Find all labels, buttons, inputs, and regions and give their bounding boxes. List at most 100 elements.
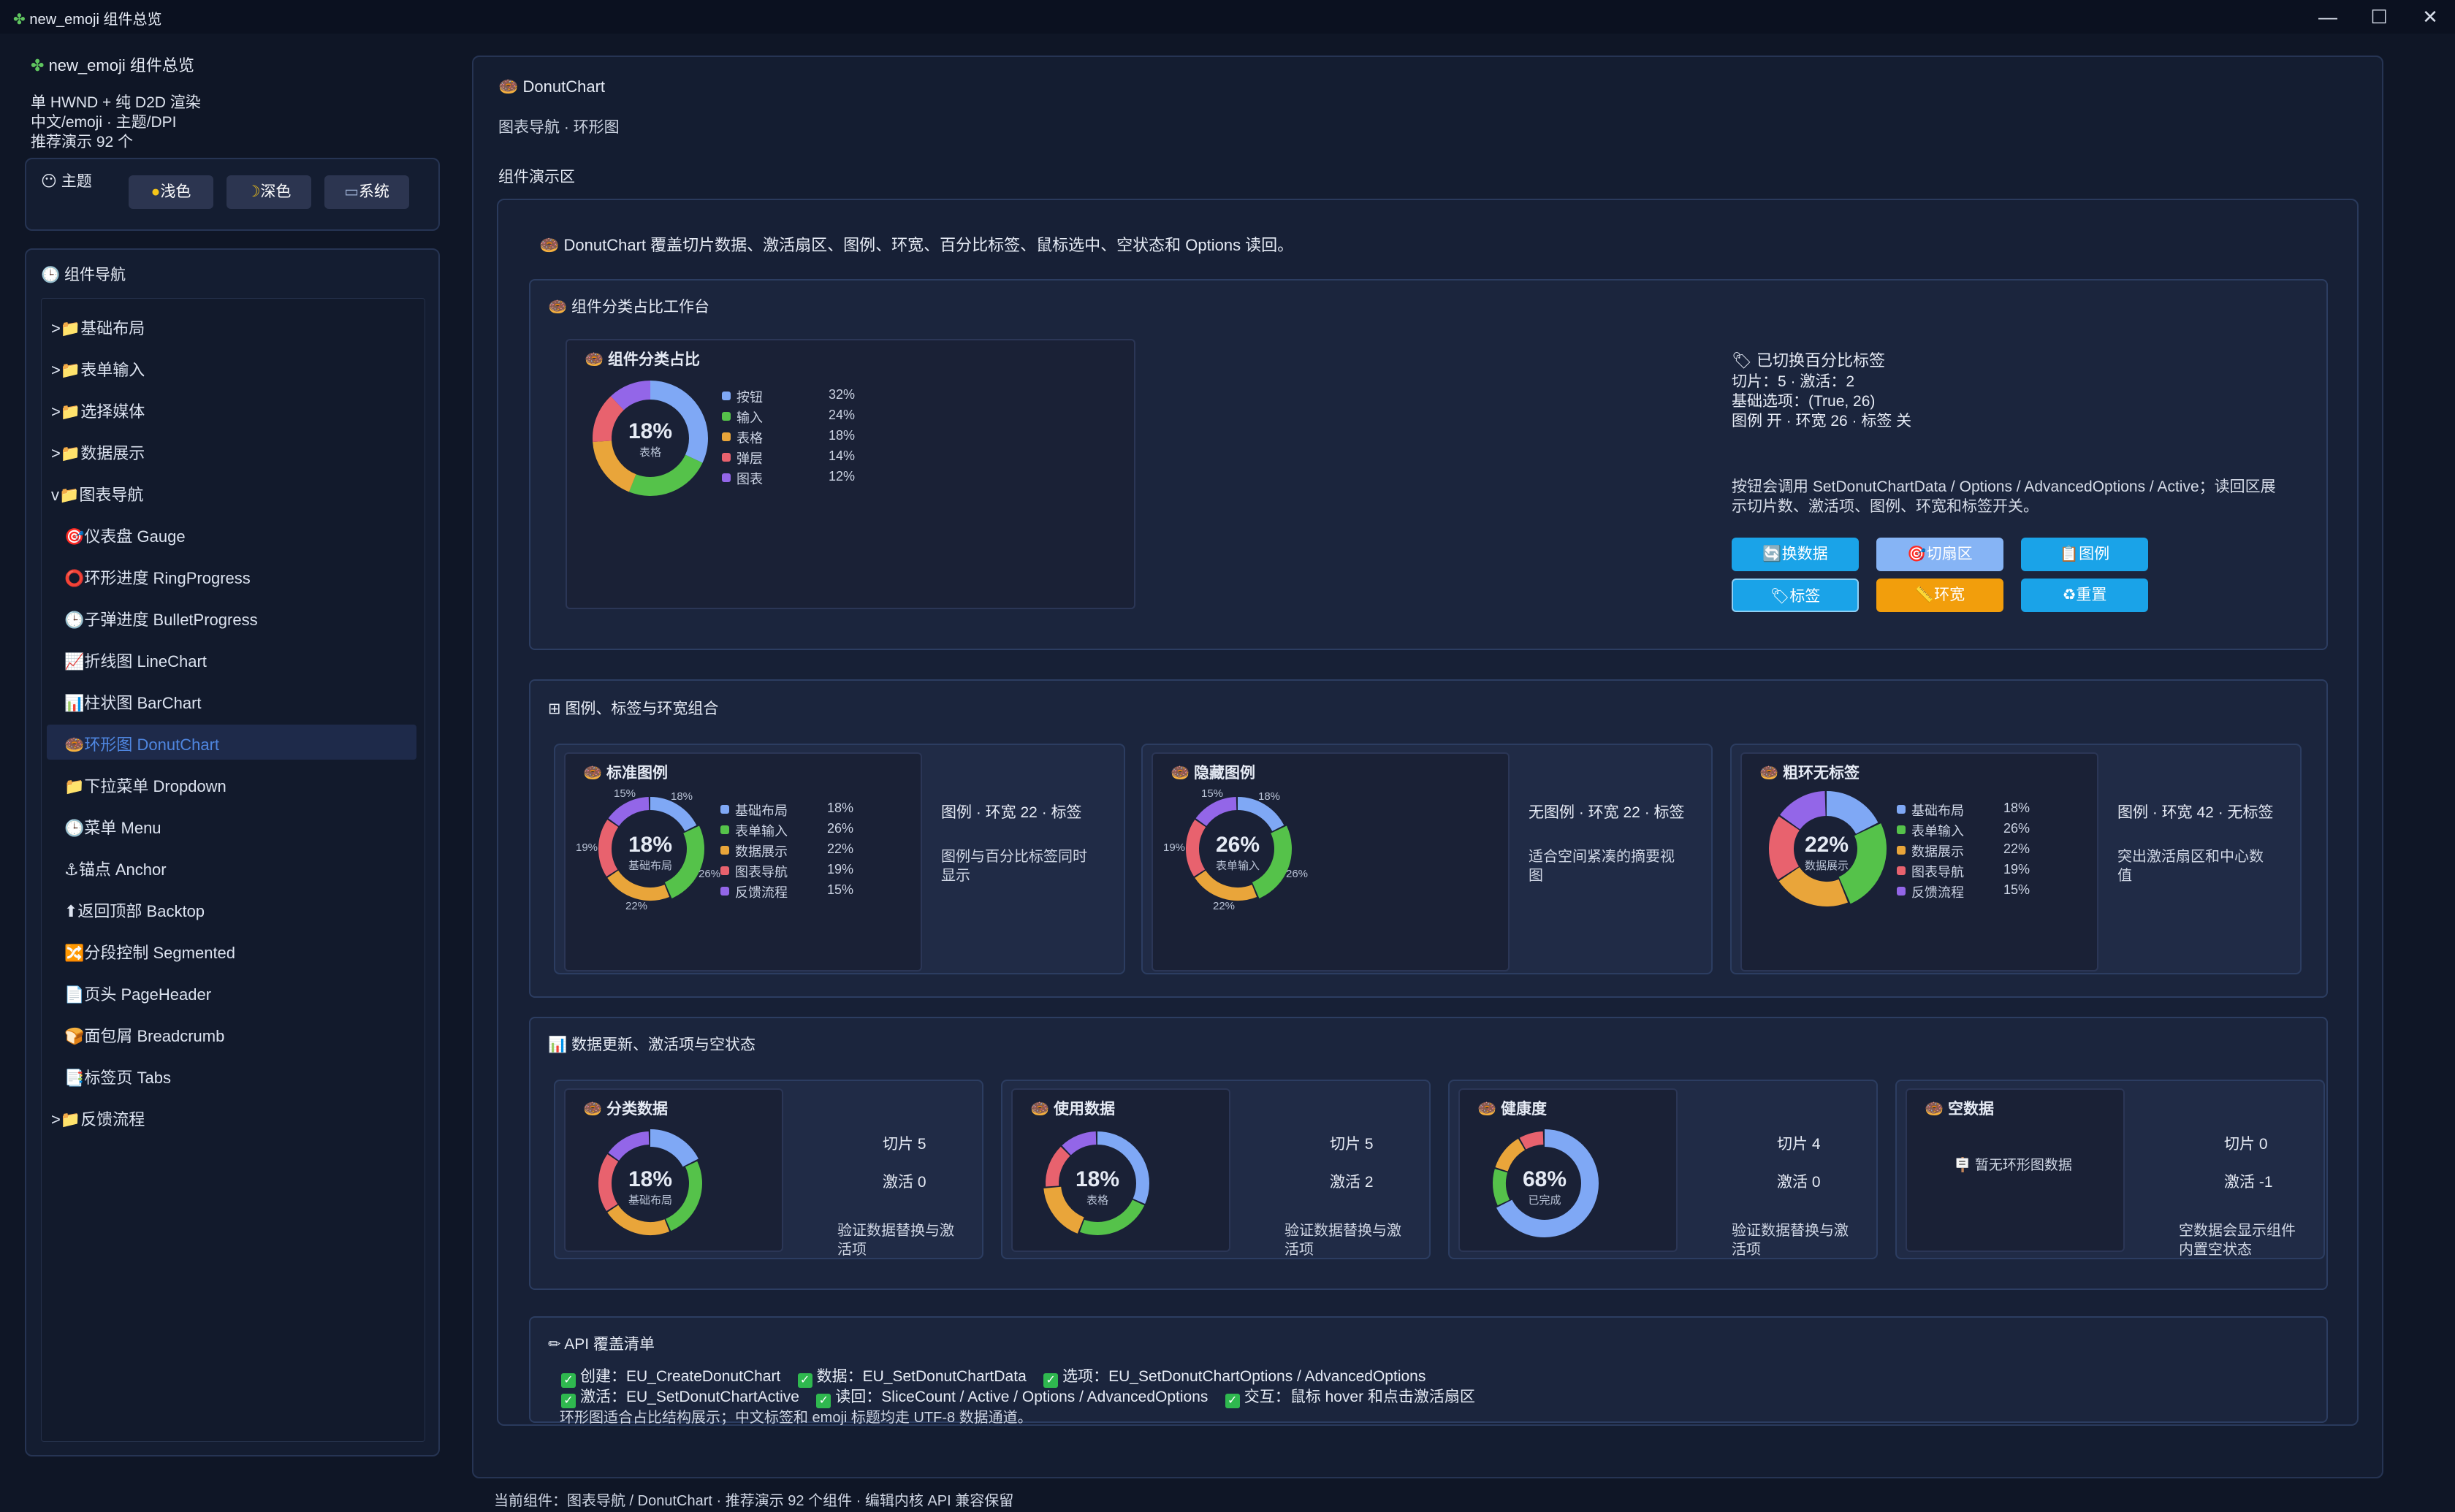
legend-swatch bbox=[722, 432, 731, 441]
slice-popup[interactable] bbox=[593, 381, 708, 496]
ring-width-button[interactable]: 📏环宽 bbox=[1876, 579, 2003, 612]
nav-group-media[interactable]: >📁选择媒体 bbox=[51, 402, 145, 421]
maximize-button[interactable]: ☐ bbox=[2370, 6, 2388, 28]
legend-swatch bbox=[722, 412, 731, 421]
legend-name: 图表 bbox=[736, 472, 763, 486]
reset-button[interactable]: ♻重置 bbox=[2021, 579, 2148, 612]
nav-tree bbox=[41, 298, 425, 1442]
data-card-title: 🍩 分类数据 bbox=[583, 1101, 668, 1118]
check-icon: ✓ bbox=[561, 1394, 576, 1408]
minimize-button[interactable]: — bbox=[2318, 6, 2337, 28]
nav-item-bulletprogress[interactable]: 🕒子弹进度 BulletProgress bbox=[64, 611, 258, 629]
workbench-center: 18% 表格 bbox=[614, 419, 687, 459]
legend-pct: 19% bbox=[2003, 862, 2030, 877]
donut-slice[interactable] bbox=[1485, 1123, 1605, 1244]
legend-name: 数据展示 bbox=[735, 844, 788, 859]
donut-slice[interactable] bbox=[596, 1129, 704, 1237]
nav-item-donutchart[interactable]: 🍩环形图 DonutChart bbox=[64, 736, 220, 754]
data-card-desc: 活项 bbox=[1284, 1242, 1314, 1258]
legend-pct: 14% bbox=[829, 448, 856, 463]
data-card-donut[interactable] bbox=[589, 1122, 712, 1245]
donut-slice[interactable] bbox=[1769, 791, 1884, 906]
data-card-desc: 内置空状态 bbox=[2179, 1242, 2252, 1258]
check-icon: ✓ bbox=[1043, 1373, 1059, 1388]
legend-name: 基础布局 bbox=[735, 803, 788, 818]
theme-dark-button[interactable]: ☽深色 bbox=[227, 175, 311, 209]
legend-name: 图表导航 bbox=[1911, 865, 1964, 879]
donut-slice[interactable] bbox=[590, 1123, 711, 1244]
legend-combo-chart bbox=[1740, 752, 2098, 971]
nav-group-feedback[interactable]: >📁反馈流程 bbox=[51, 1110, 145, 1129]
switch-slice-button[interactable]: 🎯切扇区 bbox=[1876, 538, 2003, 571]
donut-slice[interactable] bbox=[1046, 1131, 1149, 1235]
legend-section-title: ⊞ 图例、标签与环宽组合 bbox=[548, 700, 719, 717]
donut-center: 18% 基础布局 bbox=[614, 833, 687, 873]
slice-input[interactable] bbox=[590, 378, 710, 498]
page-title: 🍩 DonutChart bbox=[498, 77, 606, 96]
close-button[interactable]: ✕ bbox=[2422, 6, 2438, 28]
legend-name: 弹层 bbox=[736, 451, 763, 466]
legend-name: 输入 bbox=[736, 411, 763, 425]
legend-name: 表单输入 bbox=[735, 824, 788, 839]
check-icon: ✓ bbox=[797, 1373, 812, 1388]
api-note: 环形图适合占比结构展示；中文标签和 emoji 标题均走 UTF-8 数据通道。 bbox=[560, 1410, 1032, 1426]
change-data-button[interactable]: 🔄换数据 bbox=[1732, 538, 1859, 571]
data-card-donut[interactable] bbox=[1036, 1122, 1159, 1245]
legend-combo-chart bbox=[564, 752, 922, 971]
nav-item-linechart[interactable]: 📈折线图 LineChart bbox=[64, 652, 207, 671]
donut-center-label: 表格 bbox=[1086, 1194, 1108, 1207]
label-toggle-button[interactable]: 🏷标签 bbox=[1732, 579, 1859, 612]
legend-combo-donut[interactable] bbox=[1176, 787, 1299, 910]
nav-group-data[interactable]: >📁数据展示 bbox=[51, 444, 145, 462]
nav-group-layout[interactable]: >📁基础布局 bbox=[51, 319, 145, 337]
nav-item-segmented[interactable]: 🔀分段控制 Segmented bbox=[64, 944, 236, 962]
legend-pct: 15% bbox=[2003, 882, 2030, 897]
legend-swatch bbox=[720, 866, 729, 875]
data-section-title: 📊 数据更新、激活项与空状态 bbox=[548, 1036, 755, 1053]
donut-center-value: 18% bbox=[628, 833, 673, 857]
workbench-donut[interactable] bbox=[590, 378, 710, 498]
nav-item-tabs[interactable]: 📑标签页 Tabs bbox=[64, 1069, 171, 1087]
theme-system-button[interactable]: ▭系统 bbox=[324, 175, 409, 209]
nav-item-menu[interactable]: 🕒菜单 Menu bbox=[64, 819, 161, 837]
donut-slice[interactable] bbox=[1036, 1122, 1159, 1245]
legend-pct: 19% bbox=[827, 862, 854, 877]
nav-item-ringprogress[interactable]: ⭕环形进度 RingProgress bbox=[64, 569, 251, 587]
nav-item-breadcrumb[interactable]: 🍞面包屑 Breadcrumb bbox=[64, 1027, 225, 1045]
donut-center-value: 18% bbox=[1075, 1167, 1120, 1191]
nav-item-barchart[interactable]: 📊柱状图 BarChart bbox=[64, 694, 202, 712]
donut-center-value: 26% bbox=[1215, 833, 1260, 857]
donut-slice[interactable] bbox=[1186, 797, 1290, 901]
legend-swatch bbox=[1897, 825, 1906, 834]
workbench-title: 🍩 组件分类占比工作台 bbox=[548, 299, 709, 316]
workbench-chart-title: 🍩 组件分类占比 bbox=[585, 351, 700, 368]
donut-slice[interactable] bbox=[590, 789, 711, 909]
donut-slice[interactable] bbox=[1038, 1123, 1158, 1244]
nav-item-pageheader[interactable]: 📄页头 PageHeader bbox=[64, 985, 212, 1004]
legend-combo-desc: 显示 bbox=[941, 868, 970, 884]
donut-slice[interactable] bbox=[598, 797, 702, 901]
nav-panel: 🕒 组件导航 bbox=[25, 248, 440, 1456]
donut-slice[interactable] bbox=[1491, 1129, 1599, 1237]
nav-group-form[interactable]: >📁表单输入 bbox=[51, 361, 145, 379]
nav-item-dropdown[interactable]: 📁下拉菜单 Dropdown bbox=[64, 777, 227, 795]
nav-group-chart[interactable]: v📁图表导航 bbox=[51, 486, 144, 504]
legend-pct: 12% bbox=[829, 469, 856, 484]
legend-combo-donut[interactable] bbox=[1754, 776, 1900, 922]
legend-combo-donut[interactable] bbox=[589, 787, 712, 910]
legend-name: 图表导航 bbox=[735, 865, 788, 879]
legend-toggle-button[interactable]: 📋图例 bbox=[2021, 538, 2148, 571]
workbench-desc-2: 示切片数、激活项、图例、环宽和标签开关。 bbox=[1732, 498, 2039, 515]
donut-slice[interactable] bbox=[1767, 789, 1887, 909]
nav-item-backtop[interactable]: ⬆返回顶部 Backtop bbox=[64, 902, 205, 920]
theme-light-button[interactable]: ●浅色 bbox=[129, 175, 213, 209]
donut-slice[interactable] bbox=[1039, 1125, 1157, 1242]
legend-pct: 15% bbox=[827, 882, 854, 897]
donut-slice[interactable] bbox=[1763, 785, 1889, 912]
donut-slice[interactable] bbox=[1483, 1122, 1606, 1245]
status-line-1: 切片：5 · 激活：2 bbox=[1732, 373, 1855, 390]
legend-swatch bbox=[1897, 887, 1906, 896]
data-card-donut[interactable] bbox=[1483, 1122, 1606, 1245]
nav-item-anchor[interactable]: ⚓锚点 Anchor bbox=[64, 860, 167, 879]
nav-item-gauge[interactable]: 🎯仪表盘 Gauge bbox=[64, 527, 186, 546]
